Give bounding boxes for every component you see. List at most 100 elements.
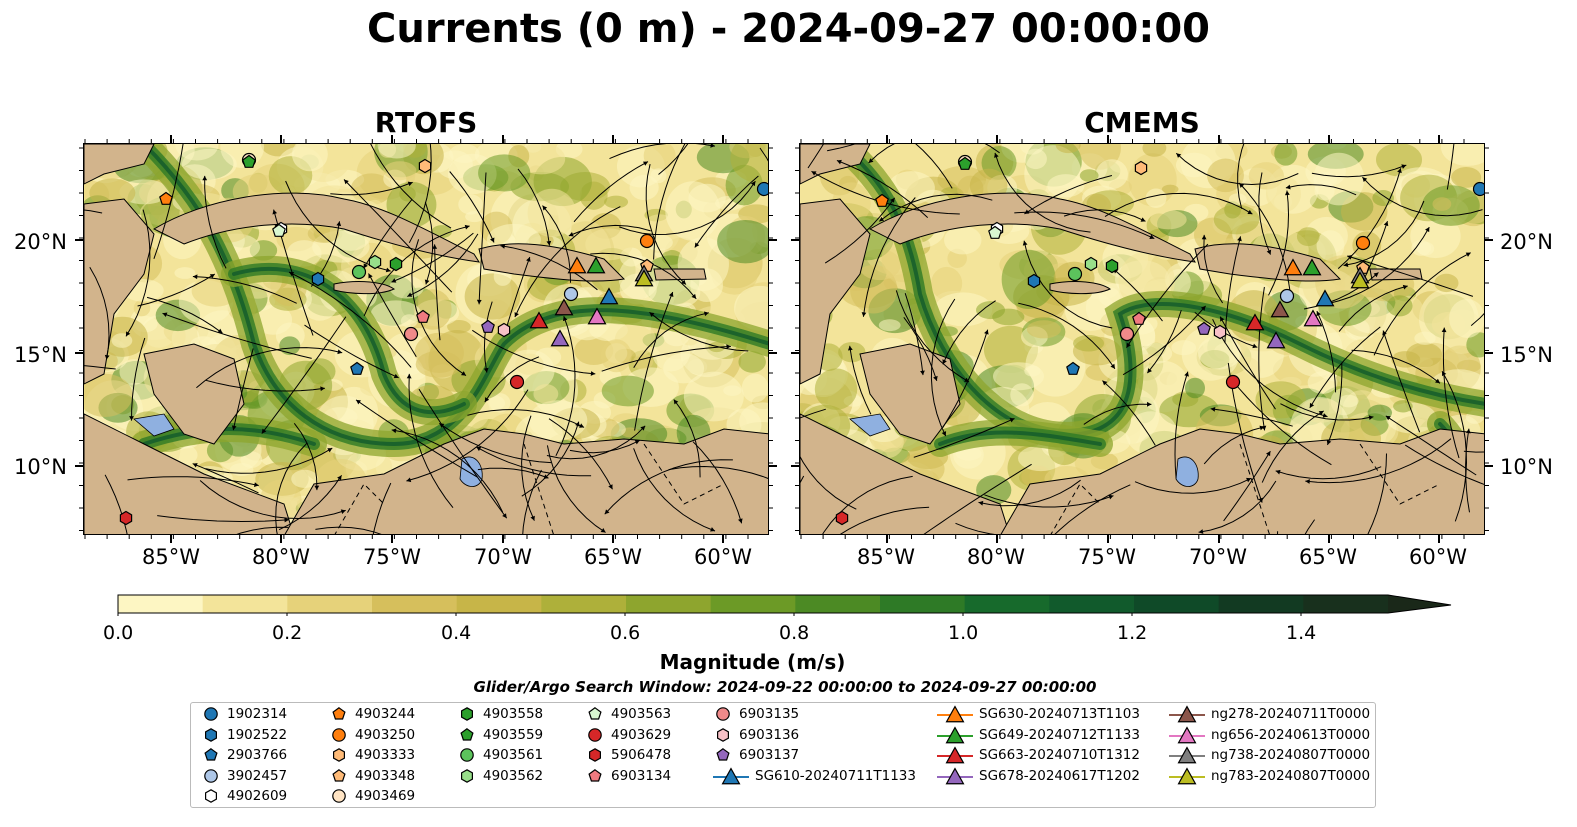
lon-label: 60°W bbox=[694, 545, 752, 569]
lon-label: 75°W bbox=[363, 545, 421, 569]
triangle-icon bbox=[713, 766, 749, 784]
triangle-icon bbox=[937, 705, 973, 723]
observation-marker bbox=[1472, 181, 1484, 197]
legend-entry: 4903558 bbox=[457, 704, 543, 724]
legend-label: 4903244 bbox=[355, 706, 416, 722]
current-map-rtofs bbox=[84, 144, 768, 534]
legend-label: ng738-20240807T0000 bbox=[1211, 747, 1371, 763]
legend-label: SG610-20240711T1133 bbox=[755, 767, 916, 784]
legend-entry: 5906478 bbox=[585, 745, 671, 765]
observation-marker bbox=[1119, 326, 1135, 342]
observation-marker bbox=[988, 225, 1002, 239]
observation-marker bbox=[403, 326, 419, 342]
observation-marker bbox=[587, 307, 607, 325]
legend-entry: SG678-20240617T1202 bbox=[937, 766, 1140, 786]
triangle-icon bbox=[1169, 705, 1205, 723]
circle-icon bbox=[460, 748, 474, 762]
observation-marker bbox=[1225, 374, 1241, 390]
colorbar-segment bbox=[626, 595, 712, 613]
map-panel-rtofs[interactable] bbox=[83, 143, 769, 535]
observation-marker bbox=[634, 269, 654, 287]
lon-label: 60°W bbox=[1409, 545, 1467, 569]
legend-entry: 4903244 bbox=[329, 704, 415, 724]
lon-label: 85°W bbox=[142, 545, 200, 569]
lon-label: 70°W bbox=[1189, 545, 1247, 569]
legend-entry: 6903135 bbox=[713, 704, 799, 724]
hexagon-icon bbox=[204, 727, 217, 742]
legend-label: 4903559 bbox=[483, 726, 544, 743]
observation-marker bbox=[563, 286, 579, 302]
observation-marker bbox=[1245, 313, 1265, 331]
observation-marker bbox=[550, 329, 570, 347]
legend-entry: 4903333 bbox=[329, 745, 415, 765]
lon-label: 65°W bbox=[584, 545, 642, 569]
observation-marker bbox=[1266, 331, 1286, 349]
legend-entry: 4902609 bbox=[201, 786, 287, 806]
map-panel-cmems[interactable] bbox=[799, 143, 1485, 535]
observation-marker bbox=[1350, 271, 1370, 289]
observation-marker bbox=[272, 223, 286, 237]
legend-label: 3902457 bbox=[227, 767, 288, 784]
colorbar-tick: 0.4 bbox=[441, 622, 472, 644]
pentagon-icon bbox=[588, 768, 602, 782]
legend-label: ng656-20240613T0000 bbox=[1211, 726, 1371, 743]
circle-icon bbox=[716, 707, 730, 721]
triangle-icon bbox=[1169, 725, 1205, 743]
legend-label: ng278-20240711T0000 bbox=[1211, 706, 1371, 722]
legend-entry: SG663-20240710T1312 bbox=[937, 745, 1140, 765]
legend-entry: 6903136 bbox=[713, 725, 799, 745]
legend-label: 6903137 bbox=[739, 747, 800, 763]
legend-label: 1902314 bbox=[227, 706, 288, 722]
colorbar bbox=[117, 594, 1452, 616]
observation-marker bbox=[1197, 321, 1211, 335]
colorbar-segment bbox=[202, 595, 288, 613]
lon-label: 70°W bbox=[474, 545, 532, 569]
pentagon-icon bbox=[716, 748, 730, 761]
colorbar-tick: 0.8 bbox=[779, 622, 810, 644]
legend-label: 1902522 bbox=[227, 726, 288, 743]
colorbar-tick: 1.0 bbox=[948, 622, 979, 644]
lat-label: 15°N bbox=[1500, 343, 1553, 367]
legend-entry: ng783-20240807T0000 bbox=[1169, 766, 1370, 786]
legend-label: 4903333 bbox=[355, 747, 416, 763]
colorbar-segment bbox=[1049, 595, 1135, 613]
legend-entry: 4903629 bbox=[585, 725, 671, 745]
circle-icon bbox=[204, 707, 218, 721]
triangle-icon bbox=[937, 746, 973, 764]
pentagon-icon bbox=[204, 748, 218, 761]
observation-marker bbox=[554, 298, 574, 316]
legend-entry: 4903562 bbox=[457, 766, 543, 786]
axis-ticks bbox=[75, 135, 1493, 543]
legend-label: 4903348 bbox=[355, 767, 416, 784]
observation-marker bbox=[599, 287, 619, 305]
legend-entry: 4903250 bbox=[329, 725, 415, 745]
legend-entry: ng738-20240807T0000 bbox=[1169, 745, 1370, 765]
legend-label: 2903766 bbox=[227, 747, 288, 763]
legend-entry: 4903559 bbox=[457, 725, 543, 745]
observation-marker bbox=[1084, 256, 1098, 272]
legend-label: ng783-20240807T0000 bbox=[1211, 767, 1371, 784]
observation-marker bbox=[1302, 258, 1322, 276]
observation-marker bbox=[1270, 300, 1290, 318]
triangle-icon bbox=[1169, 746, 1205, 764]
lat-label: 10°N bbox=[14, 455, 67, 479]
hexagon-icon bbox=[460, 707, 473, 721]
search-window-text: Glider/Argo Search Window: 2024-09-22 00… bbox=[473, 678, 1097, 696]
legend-entry: SG610-20240711T1133 bbox=[713, 766, 916, 786]
legend-entry: 6903134 bbox=[585, 766, 671, 786]
pentagon-icon bbox=[588, 707, 602, 720]
observation-marker bbox=[875, 193, 889, 207]
legend-entry: SG630-20240713T1103 bbox=[937, 704, 1140, 724]
lat-label: 20°N bbox=[1500, 230, 1553, 254]
legend-entry: 4903561 bbox=[457, 745, 543, 765]
observation-marker bbox=[416, 309, 430, 323]
pentagon-icon bbox=[460, 727, 474, 741]
observation-marker bbox=[1283, 258, 1303, 276]
lat-label: 20°N bbox=[14, 230, 67, 254]
colorbar-segment bbox=[710, 595, 796, 613]
hexagon-icon bbox=[332, 748, 345, 762]
circle-icon bbox=[204, 768, 218, 783]
observation-marker bbox=[1134, 160, 1148, 176]
legend-label: 4903563 bbox=[611, 706, 672, 722]
panel-title-rtofs: RTOFS bbox=[374, 106, 478, 139]
